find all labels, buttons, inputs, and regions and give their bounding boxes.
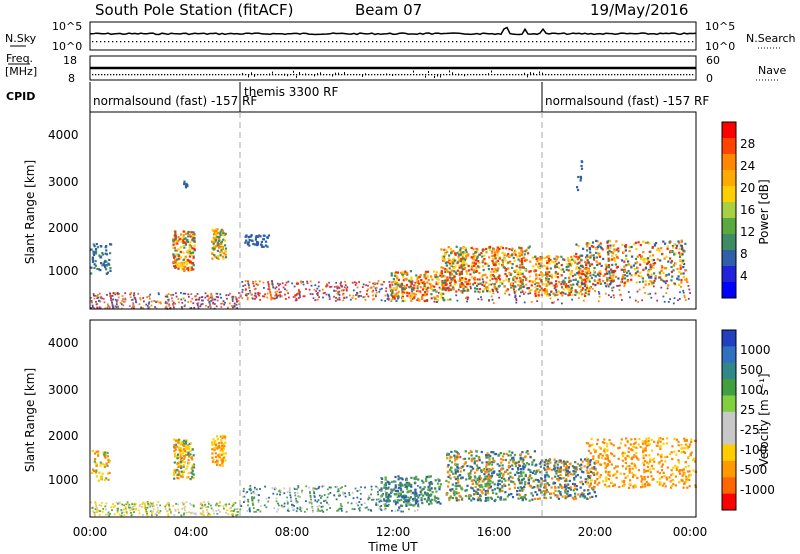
power-cbar-label: Power [dB] <box>757 179 771 244</box>
power-ytick-4000: 4000 <box>48 128 79 142</box>
cbar-tick: -25 <box>740 423 760 437</box>
xtick-5: 20:00 <box>578 525 613 539</box>
xtick-2: 08:00 <box>275 525 310 539</box>
xtick-4: 16:00 <box>477 525 512 539</box>
velocity-ytick-3000: 3000 <box>48 383 79 397</box>
nsky-tick-top: 10^5 <box>52 20 82 33</box>
velocity-heatmap-cells <box>90 435 697 517</box>
cbar-tick: -1000 <box>740 483 775 497</box>
cpid-label: CPID <box>6 90 35 103</box>
velocity-panel-frame <box>89 319 697 518</box>
nsearch-label: N.Search <box>746 32 796 45</box>
power-ylabel: Slant Range [km] <box>23 160 37 264</box>
nsky-tick-bottom: 10^0 <box>52 40 82 53</box>
nsky-panel <box>89 21 697 51</box>
cbar-tick: 20 <box>740 181 755 195</box>
velocity-colorbar-ticks: 1000 500 100 25 -25 -100 -500 -1000 <box>740 343 775 497</box>
nsearch-tick-top: 10^5 <box>705 20 735 33</box>
power-ytick-2000: 2000 <box>48 221 79 235</box>
power-panel-frame <box>89 111 697 310</box>
freq-tick-bottom: 8 <box>68 72 75 85</box>
xtick-0: 00:00 <box>73 525 108 539</box>
beam-label: Beam 07 <box>355 1 422 19</box>
power-heatmap-cells <box>90 160 691 310</box>
velocity-ylabel: Slant Range [km] <box>23 368 37 472</box>
nsky-trace <box>89 26 697 36</box>
cbar-tick: -500 <box>740 463 767 477</box>
cbar-tick: 12 <box>740 225 755 239</box>
nave-tick-bottom: 0 <box>706 72 713 85</box>
cbar-tick: 16 <box>740 203 755 217</box>
nave-tick-top: 60 <box>706 54 720 67</box>
xaxis-label: Time UT <box>367 540 418 554</box>
cbar-tick: 24 <box>740 159 755 173</box>
cbar-tick: 100 <box>740 383 763 397</box>
power-colorbar-ticks: 28 24 20 16 12 8 4 <box>740 137 755 283</box>
cbar-tick: 500 <box>740 363 763 377</box>
freq-unit: [MHz] <box>5 65 37 78</box>
cbar-tick: 4 <box>740 269 748 283</box>
cbar-tick: -100 <box>740 443 767 457</box>
power-ytick-1000: 1000 <box>48 264 79 278</box>
cbar-tick: 8 <box>740 247 748 261</box>
date-label: 19/May/2016 <box>590 1 688 19</box>
power-colorbar <box>721 121 737 299</box>
velocity-cbar-label: Velocity [m s⁻¹] <box>757 373 771 466</box>
cbar-tick: 25 <box>740 403 755 417</box>
nsearch-trace <box>92 41 694 43</box>
cpid-segment-2: themis 3300 RF <box>244 85 338 99</box>
xtick-6: 00:00 <box>673 525 708 539</box>
velocity-ytick-2000: 2000 <box>48 429 79 443</box>
xtick-1: 04:00 <box>174 525 209 539</box>
nsearch-tick-bottom: 10^0 <box>705 40 735 53</box>
power-ytick-3000: 3000 <box>48 175 79 189</box>
velocity-ytick-1000: 1000 <box>48 473 79 487</box>
freq-label: Freq. <box>6 52 33 65</box>
nave-trace <box>92 70 694 78</box>
mode-change-markers <box>239 112 543 517</box>
cpid-segment-1: normalsound (fast) -157 RF <box>93 94 257 108</box>
velocity-colorbar <box>721 329 737 511</box>
nsky-label: N.Sky <box>5 32 37 45</box>
xtick-3: 12:00 <box>376 525 411 539</box>
velocity-ytick-4000: 4000 <box>48 336 79 350</box>
nave-label: Nave <box>758 64 786 77</box>
freq-tick-top: 18 <box>63 54 77 67</box>
cbar-tick: 1000 <box>740 343 771 357</box>
station-title: South Pole Station (fitACF) <box>95 1 293 19</box>
cbar-tick: 28 <box>740 137 755 151</box>
cpid-segment-3: normalsound (fast) -157 RF <box>545 94 709 108</box>
